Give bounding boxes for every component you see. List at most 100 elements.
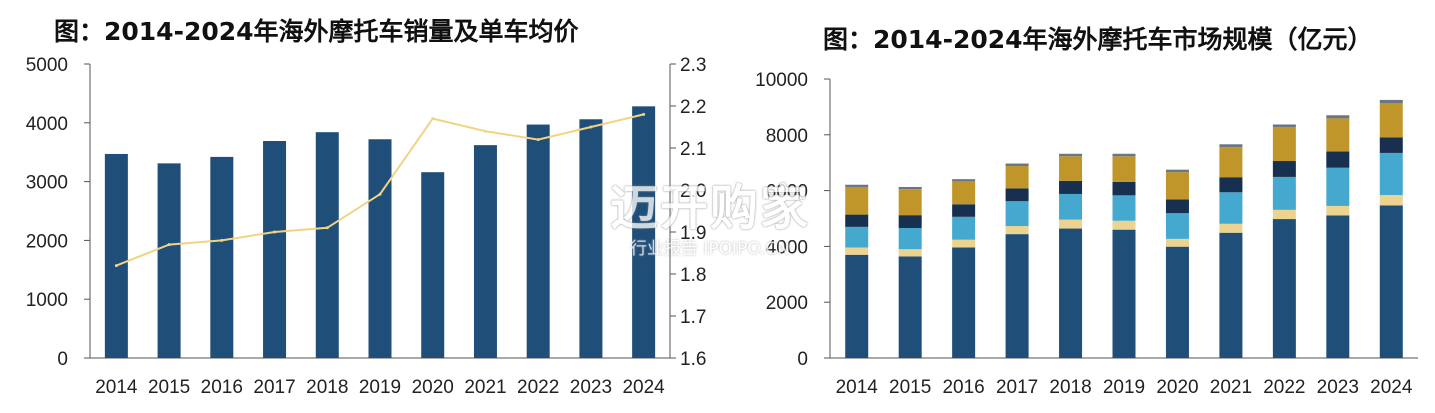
- stack-x-tick-label: 2023: [1317, 377, 1359, 398]
- stack-segment-3: [1326, 167, 1350, 206]
- right-y-tick-label: 2.2: [680, 97, 706, 118]
- sales-bar: [632, 106, 656, 358]
- x-tick-label: 2024: [622, 377, 665, 398]
- right-y-tick-label: 1.6: [680, 349, 706, 370]
- stack-segment-4: [1059, 180, 1083, 194]
- stack-segment-6: [845, 184, 869, 187]
- sales-bar: [104, 153, 128, 358]
- avg-price-point: [220, 238, 224, 242]
- avg-price-point: [431, 117, 435, 121]
- stack-segment-2: [1165, 238, 1189, 247]
- stack-segment-3: [1059, 193, 1083, 220]
- stack-segment-6: [1005, 163, 1029, 167]
- avg-price-point: [378, 192, 382, 196]
- x-tick-label: 2020: [412, 377, 454, 398]
- stack-segment-5: [1005, 166, 1029, 189]
- avg-price-point: [273, 230, 277, 234]
- stack-segment-1: [1059, 228, 1083, 358]
- stack-x-tick-label: 2022: [1263, 377, 1305, 398]
- stack-x-tick-label: 2019: [1103, 377, 1145, 398]
- stack-segment-2: [1005, 226, 1029, 235]
- stack-x-tick-label: 2021: [1210, 377, 1252, 398]
- stack-segment-6: [952, 179, 976, 182]
- stack-segment-2: [1272, 209, 1296, 220]
- left-y-tick-label: 0: [57, 349, 68, 370]
- stack-segment-5: [1165, 172, 1189, 200]
- right-y-tick-label: 1.9: [680, 223, 706, 244]
- stack-segment-4: [1005, 188, 1029, 202]
- stack-segment-1: [1165, 246, 1189, 358]
- left-y-tick-label: 2000: [26, 231, 68, 252]
- x-tick-label: 2016: [201, 377, 243, 398]
- avg-price-point: [325, 226, 329, 230]
- sales-bar: [210, 156, 234, 358]
- left-y-tick-label: 4000: [26, 114, 68, 135]
- stack-segment-4: [845, 214, 869, 227]
- stack-segment-6: [1165, 169, 1189, 173]
- stack-segment-2: [898, 249, 922, 257]
- right-y-tick-label: 2.1: [680, 139, 706, 160]
- stack-segment-1: [952, 247, 976, 358]
- stack-segment-2: [1379, 195, 1403, 206]
- left-chart-title: 图：2014-2024年海外摩托车销量及单车均价: [54, 17, 579, 46]
- stack-segment-1: [1379, 205, 1403, 358]
- right-y-tick-label: 1.8: [680, 265, 706, 286]
- stack-segment-6: [1112, 153, 1136, 157]
- x-tick-label: 2021: [464, 377, 506, 398]
- sales-bar: [421, 172, 445, 358]
- stack-y-tick-label: 8000: [766, 126, 808, 147]
- stack-segment-4: [1272, 161, 1296, 177]
- stack-x-tick-label: 2020: [1156, 377, 1198, 398]
- left-y-tick-label: 5000: [26, 55, 68, 76]
- stack-segment-3: [1379, 152, 1403, 196]
- stack-segment-4: [1219, 177, 1243, 193]
- left-y-tick-label: 1000: [26, 290, 68, 311]
- stack-segment-1: [1272, 219, 1296, 358]
- x-tick-label: 2023: [570, 377, 612, 398]
- stack-segment-1: [1112, 229, 1136, 358]
- stack-segment-3: [845, 226, 869, 248]
- sales-bar: [315, 132, 339, 358]
- stack-segment-4: [1112, 181, 1136, 196]
- right-y-tick-label: 2.0: [680, 181, 706, 202]
- right-y-tick-label: 2.3: [680, 55, 706, 76]
- stack-segment-5: [1379, 102, 1403, 138]
- avg-price-point: [536, 138, 540, 142]
- avg-price-point: [167, 243, 171, 247]
- stack-y-tick-label: 4000: [766, 237, 808, 258]
- sales-bar: [473, 145, 497, 358]
- stack-x-tick-label: 2018: [1049, 377, 1091, 398]
- x-tick-label: 2022: [517, 377, 559, 398]
- sales-bar: [263, 141, 287, 358]
- stack-y-tick-label: 2000: [766, 293, 808, 314]
- stack-segment-5: [1326, 118, 1350, 152]
- stack-segment-1: [898, 256, 922, 358]
- stack-y-tick-label: 0: [797, 349, 808, 370]
- stack-segment-5: [1059, 156, 1083, 181]
- stack-segment-6: [898, 186, 922, 190]
- stack-segment-3: [898, 227, 922, 250]
- stack-x-tick-label: 2024: [1370, 377, 1413, 398]
- sales-bar: [368, 139, 392, 358]
- stack-segment-3: [1272, 176, 1296, 210]
- stack-segment-5: [898, 189, 922, 216]
- avg-price-point: [483, 129, 487, 133]
- stack-segment-6: [1272, 124, 1296, 128]
- stack-segment-1: [1326, 215, 1350, 358]
- stack-segment-5: [952, 181, 976, 205]
- avg-price-point: [642, 112, 646, 116]
- stack-segment-3: [952, 216, 976, 240]
- stack-segment-5: [1112, 156, 1136, 182]
- sales-bar: [579, 119, 603, 358]
- stack-x-tick-label: 2017: [996, 377, 1038, 398]
- right-chart-title: 图：2014-2024年海外摩托车市场规模（亿元）: [823, 25, 1373, 54]
- stack-segment-4: [952, 204, 976, 217]
- x-tick-label: 2015: [148, 377, 190, 398]
- stack-segment-4: [1165, 199, 1189, 214]
- stack-x-tick-label: 2015: [889, 377, 931, 398]
- stack-segment-2: [952, 239, 976, 248]
- stack-segment-4: [898, 215, 922, 228]
- stack-segment-3: [1005, 201, 1029, 227]
- avg-price-point: [114, 264, 118, 268]
